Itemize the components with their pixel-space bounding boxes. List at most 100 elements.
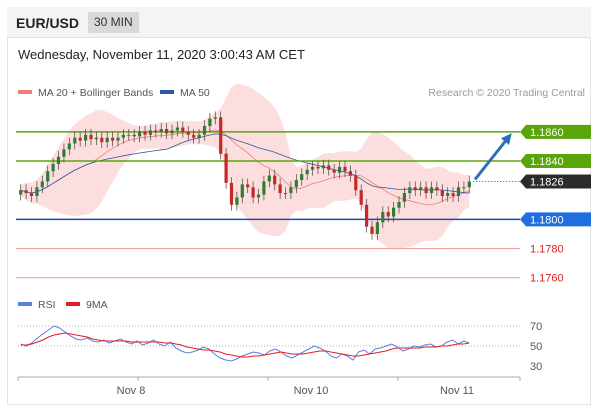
candle-body	[397, 201, 401, 208]
candle-body	[251, 187, 255, 198]
candle-body	[440, 190, 444, 196]
candle-body	[300, 174, 304, 180]
candle-body	[343, 166, 347, 172]
candle-body	[451, 193, 455, 196]
candle-body	[392, 207, 396, 217]
rsi-tick-50: 50	[530, 341, 542, 353]
level-tag-1.1840	[520, 154, 591, 169]
candle-body	[148, 130, 152, 135]
candle-body	[29, 193, 34, 196]
candle-body	[348, 171, 352, 176]
candle-body	[424, 187, 428, 194]
candle-body	[408, 187, 412, 194]
currency-pair: EUR/USD	[16, 15, 80, 31]
level-label-1.1860: 1.1860	[530, 127, 564, 139]
candle-body	[359, 190, 363, 205]
candle-body	[246, 184, 250, 188]
candle-body	[197, 134, 201, 138]
bollinger-bands	[20, 83, 470, 250]
candle-body	[170, 130, 174, 134]
candle-body	[240, 184, 244, 198]
candle-body	[273, 175, 277, 185]
candle-body	[467, 181, 471, 188]
candle-body	[132, 134, 136, 137]
candle-body	[51, 164, 55, 172]
candle-body	[202, 126, 207, 135]
candle-body	[354, 175, 358, 191]
candle-body	[386, 212, 390, 217]
candle-body	[294, 180, 298, 188]
candle-body	[262, 181, 266, 195]
candle-body	[267, 175, 271, 182]
level-label-1.1760: 1.1760	[530, 273, 564, 285]
level-tag-1.1860	[520, 124, 591, 139]
candle-body	[192, 134, 196, 138]
candle-body	[40, 181, 44, 188]
bollinger-legend-label: MA 20 + Bollinger Bands	[38, 87, 153, 99]
ma9-legend-swatch	[66, 302, 80, 306]
candle-body	[165, 129, 169, 134]
ma9-legend-label: 9MA	[86, 299, 108, 311]
candle-body	[46, 171, 50, 182]
x-tick-label: Nov 11	[440, 385, 474, 397]
candle-body	[154, 130, 158, 132]
candle-body	[462, 187, 466, 189]
candle-body	[338, 166, 342, 173]
candle-body	[121, 134, 125, 138]
candle-body	[446, 193, 450, 196]
candle-body	[111, 137, 115, 141]
candle-body	[235, 197, 239, 205]
rsi-line	[20, 325, 470, 362]
candle-body	[35, 187, 39, 196]
candle-body	[316, 166, 320, 169]
candle-body	[305, 169, 309, 175]
candle-body	[208, 118, 212, 126]
candle-body	[435, 187, 439, 191]
candle-body	[105, 137, 109, 143]
candle-body	[213, 117, 217, 119]
candle-body	[100, 137, 104, 143]
candle-body	[94, 137, 98, 140]
target-arrow-shaft	[473, 136, 510, 181]
candle-body	[332, 169, 336, 173]
candle-body	[375, 222, 379, 234]
candle-body	[143, 131, 147, 135]
candle-body	[311, 166, 315, 170]
x-tick-label: Nov 8	[117, 385, 146, 397]
candle-body	[456, 187, 461, 196]
candle-body	[127, 134, 131, 136]
rsi-legend-label: RSI	[38, 299, 56, 311]
candle-body	[67, 143, 71, 150]
target-arrow-head	[500, 133, 512, 145]
ma9-line	[20, 332, 470, 358]
candle-body	[186, 131, 190, 135]
candle-body	[327, 165, 331, 170]
price-level-labels: 1.1860 1.1840 1.1826 1.1800 1.1780 1.1760	[520, 124, 591, 285]
timestamp: Wednesday, November 11, 2020 3:00:43 AM …	[18, 47, 305, 62]
candle-body	[402, 193, 406, 202]
x-axis: Nov 8 Nov 10 Nov 11	[17, 376, 521, 397]
level-tag-1.1826	[520, 174, 591, 189]
candle-body	[24, 190, 28, 194]
ma20-line	[20, 129, 470, 206]
candle-body	[278, 184, 282, 194]
ma50-legend-label: MA 50	[180, 87, 210, 99]
candle-body	[283, 193, 288, 195]
price-levels	[16, 131, 520, 279]
candle-body	[89, 134, 93, 140]
candle-body	[229, 182, 234, 205]
chart-header: EUR/USD 30 MIN	[7, 7, 591, 38]
candle-body	[289, 187, 293, 194]
level-label-1.1780: 1.1780	[530, 244, 564, 256]
candle-body	[365, 204, 369, 227]
timeframe-badge[interactable]: 30 MIN	[88, 12, 139, 33]
candle-body	[224, 153, 228, 183]
level-tag-1.1800	[520, 212, 591, 227]
candle-body	[413, 187, 417, 191]
candle-body	[19, 190, 23, 195]
candle-body	[73, 137, 77, 144]
bollinger-band-area	[20, 83, 470, 250]
level-label-1.1826: 1.1826	[530, 176, 564, 188]
rsi-legend-swatch	[18, 302, 32, 306]
